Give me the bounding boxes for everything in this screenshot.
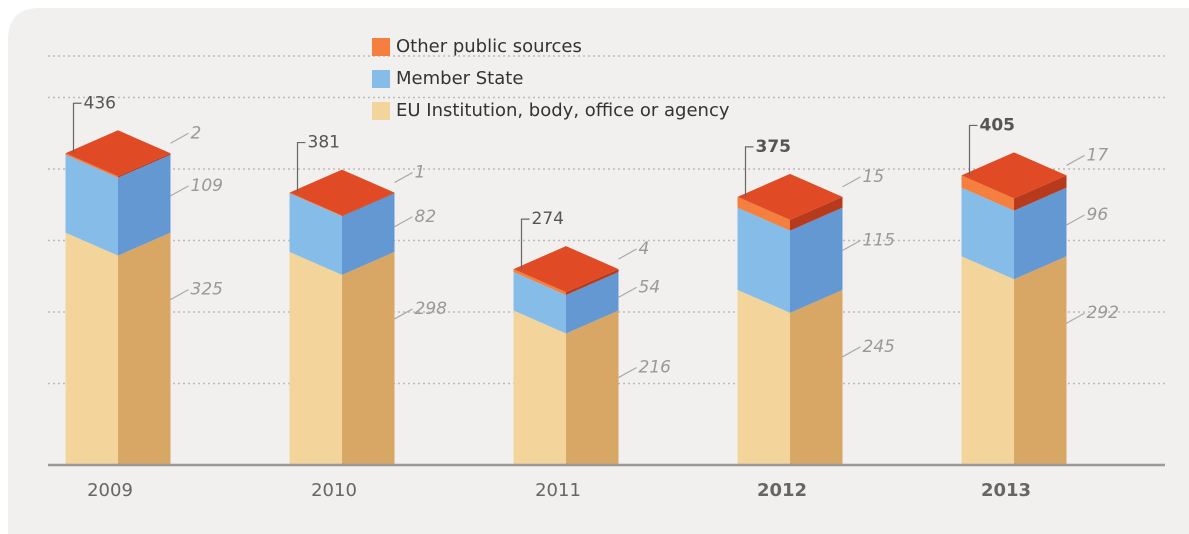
- bar-side: [342, 193, 395, 275]
- total-leader: [968, 124, 978, 176]
- legend-swatch: [372, 102, 390, 120]
- bars: 325 109 2 436 2009 298 82 1 381 2010 216 54 4 274 2011…: [65, 93, 1119, 501]
- leader-line: [618, 286, 637, 298]
- bar-side: [790, 207, 843, 313]
- bar-side: [566, 310, 619, 465]
- leader-line: [618, 248, 637, 260]
- bar-front: [737, 196, 790, 231]
- bar-side: [1014, 256, 1067, 465]
- bar-top: [737, 173, 843, 220]
- leader-line: [1066, 312, 1085, 324]
- leader-line: [170, 185, 189, 197]
- value-label: 298: [415, 299, 448, 319]
- bar-side: [790, 289, 843, 465]
- bar-side: [566, 271, 619, 334]
- leader-line: [394, 216, 413, 228]
- bar-front: [737, 207, 790, 313]
- total-label: 274: [532, 209, 564, 229]
- bar-front: [65, 154, 118, 256]
- bar-side: [342, 192, 395, 217]
- leader-line: [842, 239, 861, 252]
- legend-swatch: [372, 38, 390, 56]
- leader-line: [618, 367, 637, 379]
- value-label: 292: [1087, 303, 1119, 323]
- value-label: 96: [1087, 205, 1109, 225]
- value-label: 82: [415, 207, 437, 227]
- value-label: 2: [191, 123, 202, 143]
- total-label: 405: [980, 115, 1016, 135]
- value-label: 54: [639, 277, 661, 297]
- bar-top: [513, 246, 619, 293]
- bar-side: [790, 196, 843, 231]
- value-label: 1: [415, 163, 426, 183]
- total-leader: [72, 102, 82, 154]
- value-label: 115: [863, 230, 895, 250]
- x-tick-label: 2011: [535, 480, 581, 501]
- legend-label: Member State: [396, 68, 523, 89]
- leader-line: [170, 289, 189, 301]
- x-tick-label: 2013: [981, 480, 1031, 501]
- bar-side: [342, 251, 395, 465]
- bar-side: [1014, 187, 1067, 280]
- bar-front: [737, 289, 790, 465]
- bar-side: [1014, 175, 1067, 211]
- bar-side: [118, 232, 171, 465]
- bar-side: [118, 154, 171, 256]
- bar-front: [65, 153, 118, 178]
- x-tick-label: 2009: [87, 480, 133, 501]
- bar-top: [961, 152, 1067, 199]
- legend-label: EU Institution, body, office or agency: [396, 100, 730, 121]
- legend-label: Other public sources: [396, 36, 582, 57]
- leader-line: [394, 172, 413, 184]
- bar-front: [289, 193, 342, 275]
- bar-front: [513, 269, 566, 295]
- legend: EU Institution, body, office or agency Me…: [372, 36, 730, 121]
- bar-front: [289, 251, 342, 465]
- bar-front: [65, 232, 118, 465]
- bar-top: [65, 130, 171, 177]
- bar-front: [513, 271, 566, 334]
- bar-front: [513, 310, 566, 465]
- total-label: 381: [308, 133, 340, 153]
- x-tick-label: 2010: [311, 480, 357, 501]
- bar-side: [118, 153, 171, 178]
- total-leader: [744, 146, 754, 197]
- bar-front: [289, 192, 342, 217]
- leader-line: [1066, 214, 1085, 226]
- bar-front: [961, 175, 1014, 211]
- leader-line: [170, 132, 189, 144]
- value-label: 325: [191, 280, 223, 300]
- total-leader: [296, 141, 306, 193]
- total-label: 375: [756, 137, 792, 157]
- leader-line: [1066, 154, 1085, 166]
- leader-line: [394, 308, 413, 320]
- total-leader: [520, 218, 530, 270]
- total-label: 436: [84, 93, 116, 113]
- bar-side: [566, 269, 619, 295]
- leader-line: [842, 346, 861, 358]
- value-label: 245: [863, 337, 895, 357]
- x-tick-label: 2012: [757, 480, 807, 501]
- value-label: 15: [863, 167, 885, 187]
- value-label: 109: [191, 176, 223, 196]
- leader-line: [842, 176, 861, 188]
- bar-top: [289, 169, 395, 216]
- bar-front: [961, 187, 1014, 280]
- bar-front: [961, 256, 1014, 465]
- value-label: 4: [639, 239, 650, 259]
- value-label: 216: [639, 358, 672, 378]
- value-label: 17: [1087, 145, 1109, 165]
- legend-swatch: [372, 70, 390, 88]
